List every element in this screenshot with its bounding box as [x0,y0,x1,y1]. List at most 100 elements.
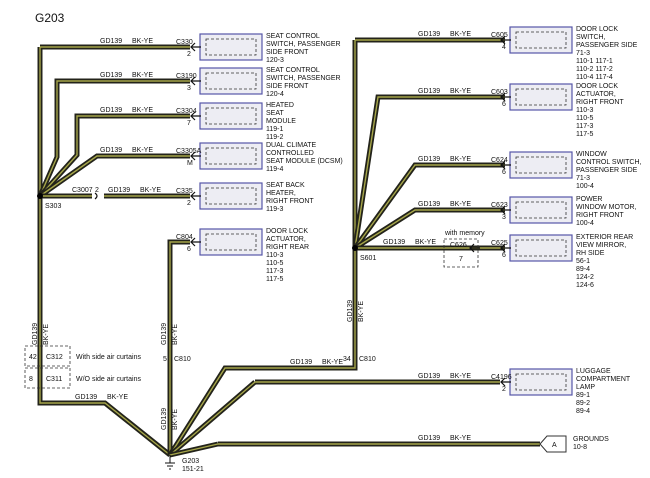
wire-circuit-label: GD139 [347,300,354,322]
connector-symbol-icon [190,191,201,201]
wire-color-label: BK-YE [415,239,436,246]
component-description: 71-3 [576,175,590,182]
component-description: 117-3 [266,268,283,275]
component-inner [205,107,257,125]
connector-symbol-icon [500,160,511,170]
component-description: 119-4 [266,166,283,173]
component-description: 89-1 [576,392,590,399]
component[interactable] [199,182,263,210]
component-description: LAMP [576,384,595,391]
connector-label: C3190 [176,73,197,80]
component-description: 119-2 [266,134,283,141]
component-description: DOOR LOCK [266,228,308,235]
pin-label: M [187,160,193,167]
wires [37,37,540,458]
wire-c603-stripe [354,96,505,249]
connector-symbol-icon [469,243,480,253]
wire-circuit-label: GD139 [108,187,130,194]
connector-symbol-icon [190,42,201,52]
wire-color-label: BK-YE [132,38,153,45]
connector-symbol-icon [190,151,201,161]
component-description: CONTROLLED [266,150,314,157]
component-inner [205,38,257,56]
component-description: DOOR LOCK [576,83,618,90]
component-description: ACTUATOR, [266,236,306,243]
memory-option-label: with memory [444,230,485,237]
component-description: PASSENGER SIDE [576,42,638,49]
component-description: 120-4 [266,91,284,98]
component[interactable] [199,102,263,130]
wire-circuit-label: GD139 [100,72,122,79]
component-description: 120-3 [266,57,284,64]
component-description: 89-2 [576,400,590,407]
component-description: CONTROL SWITCH, [576,159,642,166]
option-label: W/O side air curtains [76,376,141,383]
component[interactable] [509,368,573,396]
component[interactable] [199,228,263,256]
right-trunk-wire-stripe [169,39,505,456]
pin-label: 6 [502,169,506,176]
connector-symbol-icon [500,35,511,45]
component[interactable] [199,67,263,95]
component[interactable] [199,142,263,170]
splice-s303-icon [37,193,43,199]
component-box[interactable] [199,33,263,61]
component-box[interactable] [509,151,573,179]
component[interactable] [199,33,263,61]
connector-label: C3305A [176,148,202,155]
grounds-reference-tag[interactable] [539,435,567,453]
component[interactable] [509,151,573,179]
pin-label: 3 [187,85,191,92]
connector-symbol-icon [190,111,201,121]
component[interactable] [509,26,573,54]
component-inner [515,239,567,257]
component-description: PASSENGER SIDE [576,167,638,174]
component-inner [205,233,257,251]
ground-icon [165,455,175,470]
connector-label: C311 [46,376,62,383]
component-box[interactable] [199,67,263,95]
component-box[interactable] [509,26,573,54]
memory-option-box [443,238,479,268]
connector-label: C4196 [491,374,512,381]
wire-circuit-label: GD139 [100,107,122,114]
component-description: SIDE FRONT [266,49,309,56]
wire-c804-stripe [169,241,190,455]
wire-circuit-label: GD139 [383,239,405,246]
ground-label: G203 [182,458,199,465]
component-description: RIGHT REAR [266,244,309,251]
wire-circuit-label: GD139 [418,435,440,442]
wire-color-label: BK-YE [358,301,365,322]
pin-label: 6 [502,101,506,108]
wire-color-label: BK-YE [450,201,471,208]
component-description: MODULE [266,118,296,125]
component[interactable] [509,83,573,111]
component-box[interactable] [199,182,263,210]
component[interactable] [509,234,573,262]
wire-color-label: BK-YE [450,88,471,95]
wire-color-label: BK-YE [107,394,128,401]
component-box[interactable] [199,102,263,130]
component-description: HEATED [266,102,294,109]
wire-color-label: BK-YE [132,107,153,114]
component-description: SEAT CONTROL [266,67,320,74]
component-description: 110-2 117-2 [576,66,613,73]
component-description: 89-4 [576,266,590,273]
component-inner [515,201,567,219]
option-label: With side air curtains [76,354,141,361]
wire-color-label: BK-YE [43,324,50,345]
component-box[interactable] [509,234,573,262]
pin-label: 2 [187,200,191,207]
component-description: 119-1 [266,126,283,133]
component-box[interactable] [509,368,573,396]
option-box [24,345,71,367]
component-box[interactable] [509,196,573,224]
component[interactable] [509,196,573,224]
wire-color-label: BK-YE [450,435,471,442]
component-box[interactable] [509,83,573,111]
pin-label: 2 [502,386,506,393]
component-box[interactable] [199,142,263,170]
component-box[interactable] [199,228,263,256]
component-description: 110-5 [266,260,283,267]
